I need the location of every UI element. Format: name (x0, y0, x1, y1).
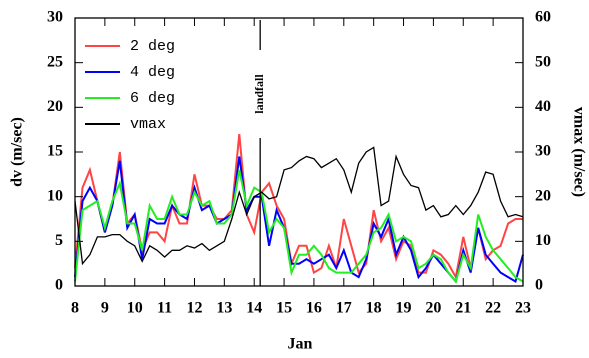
y-tick-label: 0 (55, 277, 63, 294)
y2-tick-label: 40 (535, 98, 551, 115)
legend-label: 6 deg (130, 90, 175, 107)
legend-label: 2 deg (130, 38, 175, 55)
x-tick-label: 8 (71, 300, 79, 317)
y2-tick-label: 60 (535, 9, 551, 26)
series-line (74, 169, 524, 284)
y2-axis-label: vmax (m/sec) (570, 107, 587, 197)
legend-label: vmax (130, 116, 166, 133)
x-tick-label: 23 (515, 300, 531, 317)
legend-label: 4 deg (130, 64, 175, 81)
x-tick-label: 15 (276, 300, 292, 317)
y-tick-label: 10 (47, 187, 63, 204)
x-tick-label: 14 (246, 300, 262, 317)
x-tick-label: 18 (366, 300, 382, 317)
x-tick-label: 19 (396, 300, 412, 317)
legend-box (77, 32, 217, 136)
y-tick-label: 20 (47, 98, 63, 115)
y-axis-label: dv (m/sec) (9, 117, 26, 187)
annotation-label: landfall (252, 74, 266, 114)
x-tick-label: 21 (455, 300, 471, 317)
x-axis-label: Jan (288, 336, 313, 353)
x-tick-label: 11 (157, 300, 172, 317)
x-tick-label: 17 (336, 300, 352, 317)
x-tick-label: 13 (216, 300, 232, 317)
x-tick-label: 12 (186, 300, 202, 317)
y2-tick-label: 10 (535, 232, 551, 249)
y2-tick-label: 20 (535, 187, 551, 204)
x-tick-label: 9 (101, 300, 109, 317)
y-tick-label: 15 (47, 143, 63, 160)
x-tick-label: 10 (127, 300, 143, 317)
x-tick-label: 16 (306, 300, 322, 317)
series-line (74, 146, 524, 266)
y2-tick-label: 50 (535, 53, 551, 70)
x-tick-label: 20 (425, 300, 441, 317)
x-tick-label: 22 (485, 300, 501, 317)
y-tick-label: 25 (47, 53, 63, 70)
y2-tick-label: 0 (535, 277, 543, 294)
y2-tick-label: 30 (535, 143, 551, 160)
y-tick-label: 5 (55, 232, 63, 249)
series-line (74, 134, 523, 280)
y-tick-label: 30 (47, 9, 63, 26)
